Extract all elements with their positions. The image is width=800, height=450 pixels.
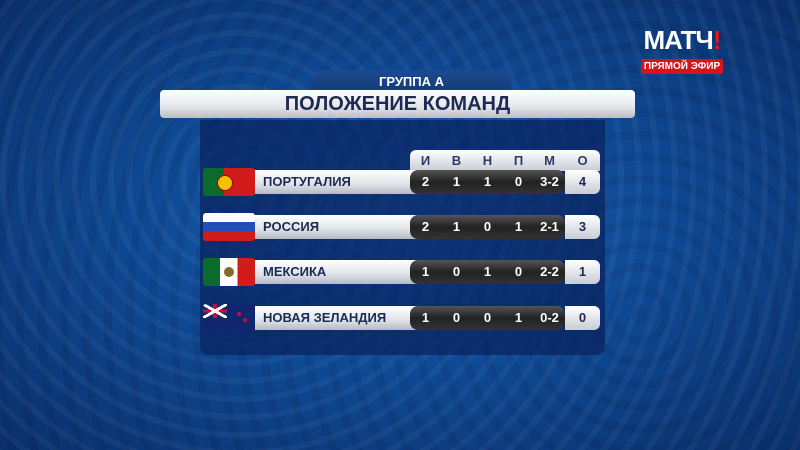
team-stats: 2 1 1 0 3-2: [410, 170, 565, 194]
stat-value: 3-2: [540, 174, 559, 189]
team-points: 3: [565, 215, 600, 239]
col-header: М: [544, 153, 555, 168]
stat-value: 0: [452, 264, 461, 279]
team-points: 4: [565, 170, 600, 194]
logo-text: МАТЧ!: [643, 25, 722, 55]
stat-value: 0: [514, 174, 523, 189]
col-header: В: [451, 153, 462, 168]
stat-value: 2-1: [540, 219, 559, 234]
col-header: О: [577, 153, 588, 168]
team-points: 0: [565, 306, 600, 330]
new-zealand-flag-icon: [203, 304, 255, 332]
stat-value: 2-2: [540, 264, 559, 279]
stat-value: 1: [421, 264, 430, 279]
live-badge: ПРЯМОЙ ЭФИР: [640, 59, 724, 74]
page-title: ПОЛОЖЕНИЕ КОМАНД: [160, 90, 635, 118]
team-row: НОВАЯ ЗЕЛАНДИЯ 1 0 0 1 0-2 0: [203, 304, 600, 332]
stat-value: 1: [514, 310, 523, 325]
stat-value: 1: [452, 219, 461, 234]
stat-value: 0: [452, 310, 461, 325]
stat-value: 0-2: [540, 310, 559, 325]
stat-value: 1: [452, 174, 461, 189]
stat-value: 2: [421, 219, 430, 234]
russia-flag-icon: [203, 213, 255, 241]
stat-value: 0: [483, 310, 492, 325]
stat-value: 0: [514, 264, 523, 279]
stat-value: 1: [483, 264, 492, 279]
team-row: РОССИЯ 2 1 0 1 2-1 3: [203, 213, 600, 241]
col-header: П: [513, 153, 524, 168]
col-header: И: [420, 153, 431, 168]
team-row: МЕКСИКА 1 0 1 0 2-2 1: [203, 258, 600, 286]
team-stats: 1 0 0 1 0-2: [410, 306, 565, 330]
team-points: 1: [565, 260, 600, 284]
column-headers: И В Н П М О: [410, 150, 600, 171]
mexico-flag-icon: [203, 258, 255, 286]
stat-value: 0: [483, 219, 492, 234]
stat-value: 1: [483, 174, 492, 189]
team-stats: 2 1 0 1 2-1: [410, 215, 565, 239]
channel-logo: МАТЧ! ПРЯМОЙ ЭФИР: [640, 25, 724, 74]
stat-value: 2: [421, 174, 430, 189]
stat-value: 1: [421, 310, 430, 325]
portugal-flag-icon: [203, 168, 255, 196]
col-header: Н: [482, 153, 493, 168]
team-row: ПОРТУГАЛИЯ 2 1 1 0 3-2 4: [203, 168, 600, 196]
team-stats: 1 0 1 0 2-2: [410, 260, 565, 284]
stat-value: 1: [514, 219, 523, 234]
